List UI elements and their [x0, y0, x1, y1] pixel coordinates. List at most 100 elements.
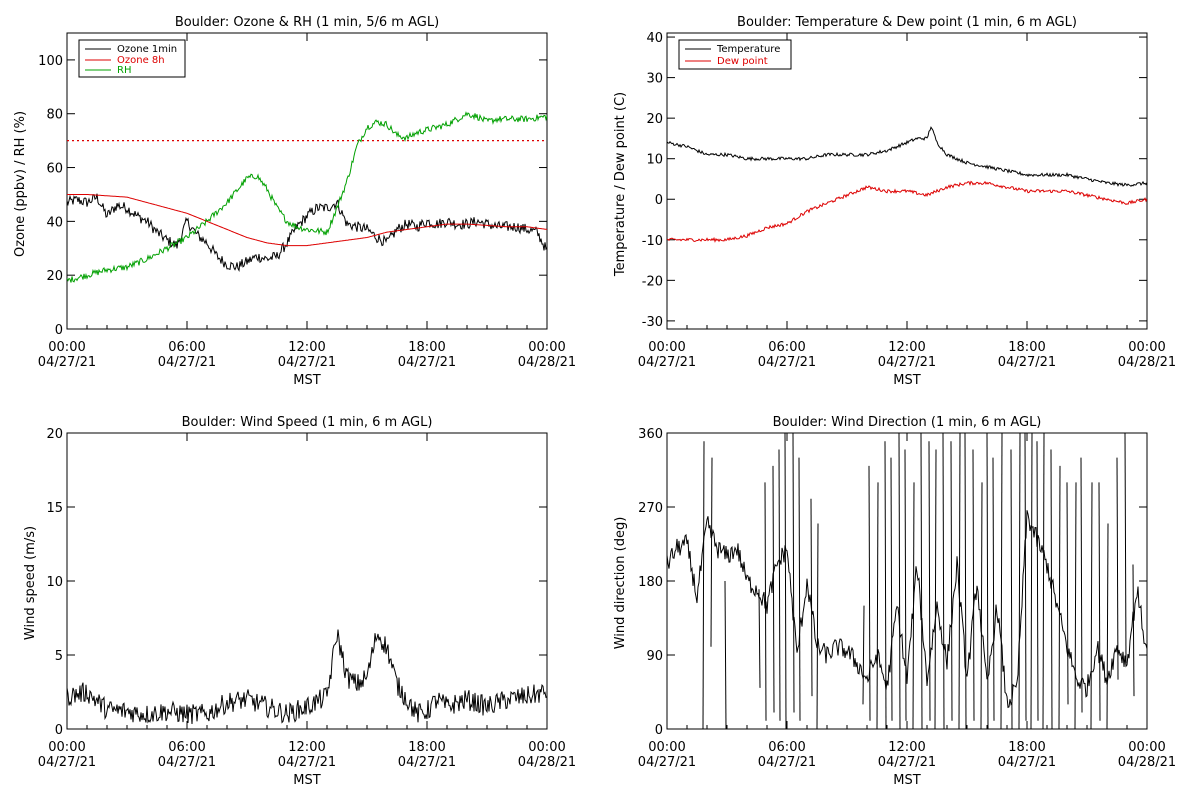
temp-x-tick-time: 06:00: [768, 340, 805, 355]
wspd-y-tick-label: 5: [55, 649, 63, 664]
ozone-x-axis-label: MST: [293, 373, 320, 388]
wdir-direction-wrap-spike: [792, 433, 795, 713]
wdir-y-tick-label: 270: [638, 501, 663, 516]
temp-x-tick-time: 18:00: [1008, 340, 1045, 355]
wdir-y-tick-label: 90: [646, 649, 663, 664]
temp-x-tick-time: 00:00: [1128, 340, 1165, 355]
wdir-direction-wrap-spike: [1042, 433, 1045, 729]
wdir-direction-wrap-spike: [868, 465, 871, 721]
wdir-x-tick-date: 04/28/21: [1118, 755, 1176, 770]
wspd-x-tick-date: 04/27/21: [278, 755, 336, 770]
temp-x-tick-date: 04/27/21: [758, 355, 816, 370]
ozone-x-tick-date: 04/27/21: [398, 355, 456, 370]
wdir-x-tick-date: 04/27/21: [638, 755, 696, 770]
temp-panel-title: Boulder: Temperature & Dew point (1 min,…: [737, 15, 1077, 30]
wspd-y-tick-label: 20: [46, 427, 63, 442]
wdir-direction-wrap-spike: [758, 589, 761, 688]
wdir-series-line-series: [667, 510, 1147, 709]
wdir-x-tick-date: 04/27/21: [998, 755, 1056, 770]
wdir-y-tick-label: 180: [638, 575, 663, 590]
wdir-direction-wrap-spike: [1018, 433, 1021, 729]
wspd-plot-frame: [66, 432, 548, 730]
temp-series-line-temperature: [667, 126, 1147, 187]
wspd-y-tick-label: 15: [46, 501, 63, 516]
wdir-x-tick-time: 00:00: [648, 740, 685, 755]
ozone-x-tick-time: 06:00: [168, 340, 205, 355]
wdir-direction-wrap-spike: [798, 457, 801, 721]
ozone-y-tick-label: 60: [46, 162, 63, 177]
ozone-y-tick-label: 100: [38, 54, 63, 69]
legend-label-dew-point: Dew point: [717, 56, 768, 67]
wdir-direction-wrap-spike: [920, 433, 923, 729]
wdir-direction-wrap-spike: [898, 433, 901, 729]
wdir-direction-wrap-spike: [972, 449, 975, 721]
wdir-direction-wrap-spike: [986, 433, 989, 729]
wspd-x-tick-date: 04/28/21: [518, 755, 576, 770]
wdir-direction-wrap-spike: [1090, 482, 1093, 729]
ozone-y-tick-label: 20: [46, 269, 63, 284]
legend-label-rh: RH: [117, 65, 131, 76]
wdir-direction-wrap-spike: [862, 605, 865, 705]
ozone-x-tick-time: 12:00: [288, 340, 325, 355]
wspd-y-tick-label: 10: [46, 575, 63, 590]
temp-legend: Temperature Dew point: [678, 39, 792, 70]
temp-y-tick-label: 0: [655, 193, 663, 208]
wdir-y-axis-label: Wind direction (deg): [613, 517, 628, 650]
ozone-y-tick-label: 40: [46, 215, 63, 230]
wdir-direction-wrap-spike: [772, 465, 775, 713]
ozone-x-tick-time: 18:00: [408, 340, 445, 355]
wdir-direction-wrap-spike: [778, 449, 781, 721]
temp-x-axis-label: MST: [893, 373, 920, 388]
wdir-direction-wrap-spike: [964, 433, 967, 729]
wspd-x-axis-label: MST: [293, 773, 320, 788]
ozone-x-tick-date: 04/27/21: [278, 355, 336, 370]
wspd-x-tick-time: 00:00: [528, 740, 565, 755]
wdir-x-tick-time: 18:00: [1008, 740, 1045, 755]
temp-x-tick-date: 04/27/21: [998, 355, 1056, 370]
wspd-y-tick-label: 0: [55, 723, 63, 738]
wdir-x-axis-label: MST: [893, 773, 920, 788]
wdir-direction-wrap-spike: [1074, 482, 1077, 729]
wdir-direction-wrap-spike: [1036, 441, 1039, 721]
temp-y-tick-label: 10: [646, 153, 663, 168]
wspd-x-tick-time: 18:00: [408, 740, 445, 755]
wdir-direction-wrap-spike: [958, 433, 961, 729]
temp-y-tick-label: -30: [642, 315, 663, 330]
wdir-direction-wrap-spike: [876, 482, 879, 729]
wdir-direction-wrap-spike: [980, 482, 983, 729]
wind-speed-panel: Boulder: Wind Speed (1 min, 6 m AGL) Win…: [23, 415, 576, 788]
temp-legend-box: [678, 39, 792, 70]
temp-y-tick-label: 30: [646, 72, 663, 87]
ozone-legend-box: [78, 39, 186, 78]
ozone-x-tick-time: 00:00: [48, 340, 85, 355]
wdir-direction-wrap-spike: [1000, 433, 1003, 729]
wdir-direction-wrap-spike: [816, 523, 819, 729]
wdir-x-tick-date: 04/27/21: [758, 755, 816, 770]
wdir-direction-wrap-spike: [1010, 449, 1013, 729]
wdir-direction-wrap-spike: [884, 441, 887, 729]
wdir-x-tick-time: 00:00: [1128, 740, 1165, 755]
wdir-direction-wrap-spike: [784, 433, 787, 729]
ozone-series-line-ozone-8h: [67, 194, 547, 247]
wspd-x-tick-date: 04/27/21: [38, 755, 96, 770]
wspd-x-tick-date: 04/27/21: [158, 755, 216, 770]
wspd-x-tick-time: 06:00: [168, 740, 205, 755]
wdir-direction-wrap-spike: [1106, 523, 1109, 729]
wdir-direction-wrap-spike: [702, 441, 705, 729]
temperature-dewpoint-panel: Boulder: Temperature & Dew point (1 min,…: [613, 15, 1176, 388]
ozone-y-tick-label: 80: [46, 108, 63, 123]
wdir-x-tick-time: 06:00: [768, 740, 805, 755]
legend-label-ozone-8h: Ozone 8h: [117, 55, 165, 66]
wdir-direction-wrap-spike: [724, 580, 727, 729]
temp-x-tick-time: 00:00: [648, 340, 685, 355]
ozone-legend: Ozone 1min Ozone 8h RH: [78, 39, 186, 78]
temp-x-tick-date: 04/27/21: [878, 355, 936, 370]
wdir-direction-wrap-spike: [890, 457, 893, 721]
wdir-x-tick-date: 04/27/21: [878, 755, 936, 770]
wdir-direction-wrap-spike: [1058, 465, 1061, 729]
wdir-direction-wrap-spike: [1124, 433, 1127, 664]
wdir-y-tick-label: 0: [655, 723, 663, 738]
temp-x-tick-date: 04/28/21: [1118, 355, 1176, 370]
wdir-direction-wrap-spike: [1030, 433, 1033, 729]
